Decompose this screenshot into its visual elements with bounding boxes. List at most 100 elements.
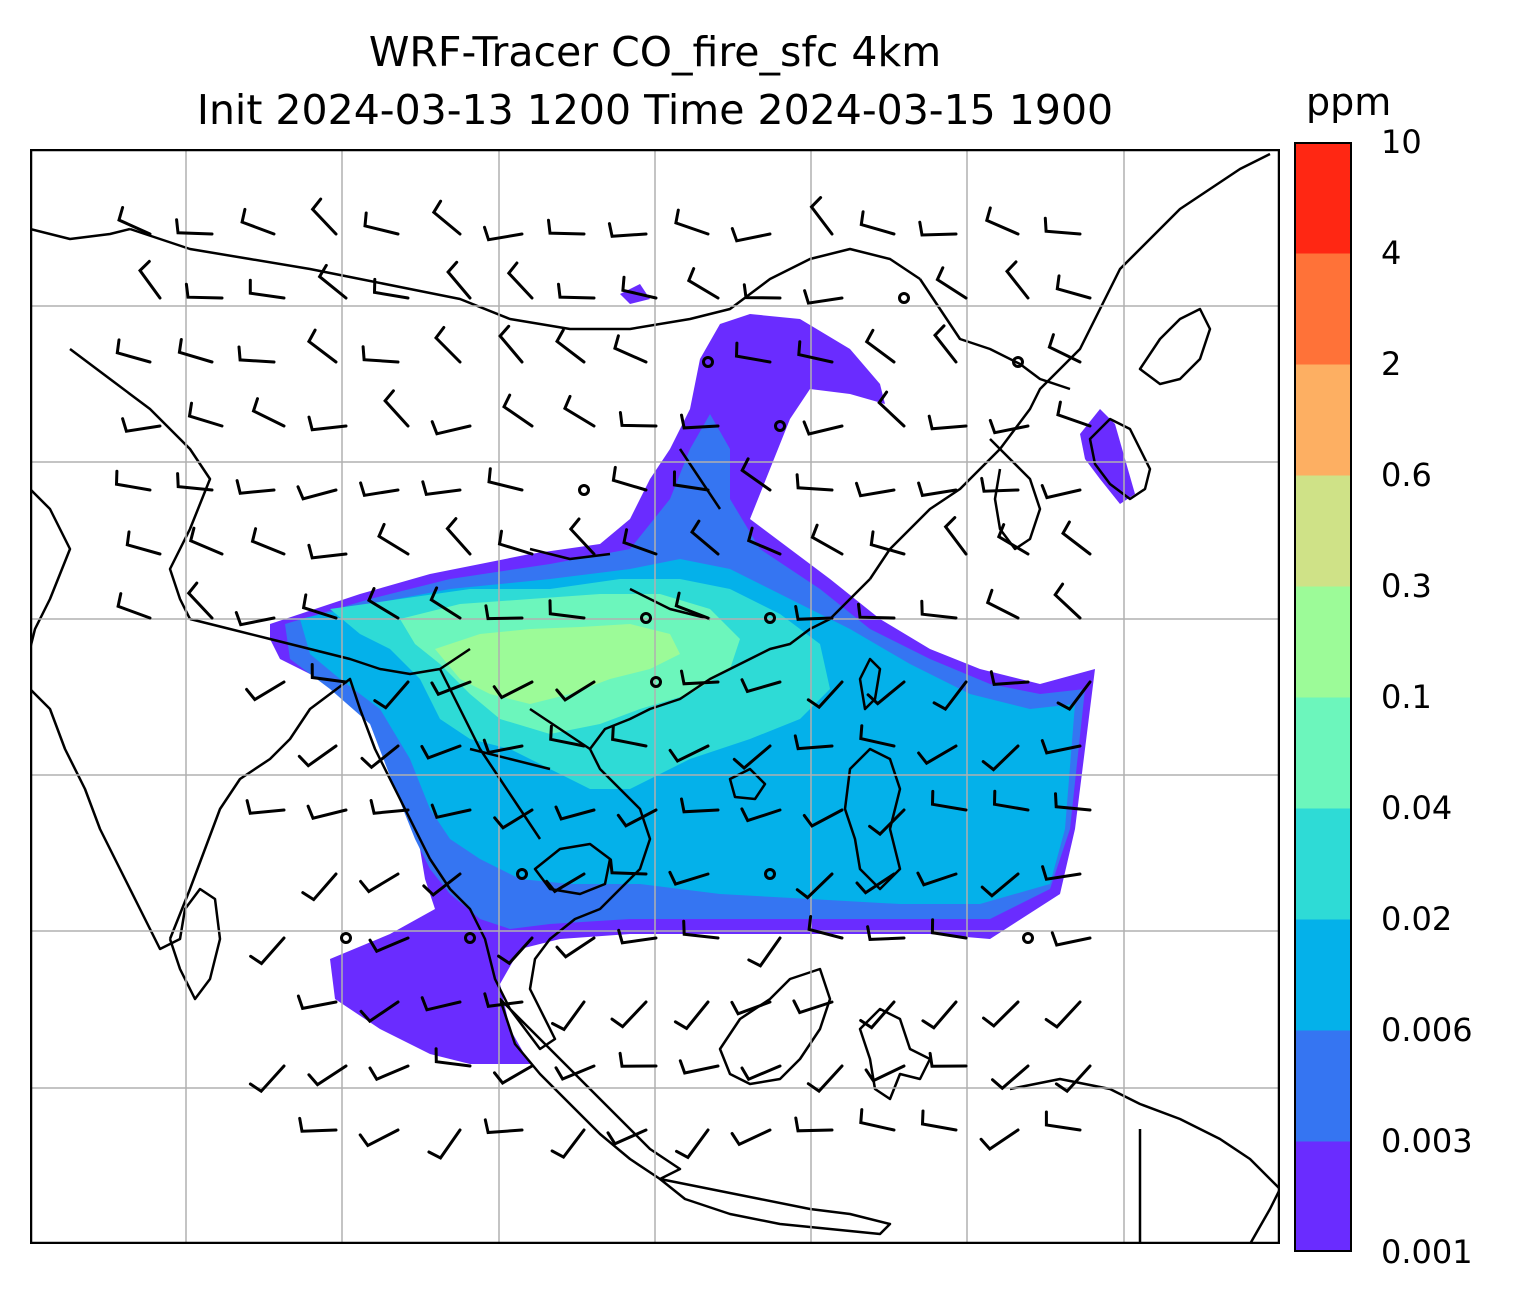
wind-barb (1043, 216, 1082, 236)
wind-barb (307, 1064, 348, 1087)
wind-barb (730, 1128, 772, 1147)
wind-barb (1005, 260, 1030, 300)
wind-barb (383, 389, 410, 428)
wind-barb (1054, 792, 1092, 812)
wind-barb (430, 680, 472, 697)
wind-barb (245, 680, 286, 702)
wind-barbs (114, 196, 1092, 1160)
colorbar-segment (1294, 364, 1352, 476)
wind-barb (187, 401, 224, 428)
wind-barb (674, 591, 710, 620)
wind-barb (668, 870, 710, 886)
coastline-japan (1088, 307, 1212, 501)
wind-barb (859, 1000, 896, 1030)
calm-wind-marker (1022, 932, 1034, 944)
wind-barb (306, 328, 338, 364)
wind-barb (548, 599, 586, 620)
wind-barb (547, 218, 586, 236)
wind-barb (807, 915, 844, 940)
coastline-korea (989, 438, 1042, 551)
wind-barb (869, 530, 906, 556)
colorbar-tick-label: 2 (1381, 345, 1402, 383)
wind-barb (502, 393, 534, 428)
wind-barb (114, 469, 152, 492)
wind-barb (617, 928, 658, 945)
wind-barb (240, 207, 276, 236)
wind-barb (678, 1059, 720, 1075)
wind-barb (930, 918, 968, 940)
wind-barb (795, 872, 834, 900)
wind-barb (555, 680, 596, 702)
wind-barb (297, 744, 338, 768)
wind-barb (734, 341, 772, 364)
wind-barb (803, 289, 844, 305)
border-himalaya (189, 617, 471, 676)
wind-barb (810, 523, 844, 556)
wind-barb (245, 799, 286, 815)
colorbar-segment (1294, 808, 1352, 920)
wind-barb (427, 1128, 462, 1160)
wind-barb (930, 789, 968, 812)
wind-barb (497, 936, 534, 966)
colorbar-tick-label: 0.003 (1381, 1122, 1473, 1160)
wind-barb (981, 744, 1020, 772)
wind-barb (1061, 520, 1092, 556)
wind-barb (980, 872, 1020, 898)
wind-barb (855, 481, 896, 498)
wind-barb (551, 1000, 586, 1032)
wind-barb (251, 397, 286, 428)
wind-barb (359, 872, 400, 894)
wind-barb (916, 871, 958, 887)
wind-barb (554, 805, 596, 821)
wind-barb (372, 277, 410, 300)
colorbar-segment (1294, 253, 1352, 365)
wind-barb (237, 345, 276, 364)
wind-barb (690, 519, 720, 556)
colorbar-segment (1294, 1141, 1352, 1252)
wind-barb (918, 220, 958, 237)
wind-barb (235, 479, 276, 495)
wind-barb (1055, 274, 1092, 300)
calm-wind-marker (464, 932, 476, 944)
wind-barb (557, 282, 596, 300)
wind-barb (550, 1128, 586, 1160)
wind-barb (421, 480, 462, 497)
wind-barb (301, 593, 338, 620)
wind-barb (1044, 1000, 1082, 1029)
wind-barb (674, 208, 710, 236)
wind-barb (982, 1000, 1020, 1028)
wind-barb (607, 222, 648, 238)
wind-barb (358, 1128, 400, 1148)
wind-barb (613, 334, 648, 364)
wind-barb (933, 324, 958, 364)
tracer-plume (270, 284, 1135, 1064)
wind-barb (622, 528, 658, 556)
wind-barb (802, 808, 844, 828)
wind-barb (985, 206, 1020, 236)
wind-barb (188, 526, 224, 556)
coastline-indochina (428, 578, 871, 1051)
wind-barb (610, 1000, 648, 1029)
colorbar-tick-label: 4 (1381, 234, 1402, 272)
wind-barb (1040, 484, 1082, 500)
wind-barb (420, 744, 462, 760)
wind-barb (668, 744, 710, 763)
wind-barb (866, 680, 906, 706)
calm-wind-marker (1012, 356, 1024, 368)
wind-barb (732, 744, 772, 770)
wind-barb (746, 526, 782, 556)
wind-barb (985, 588, 1020, 620)
wind-barb (855, 872, 896, 895)
wind-barb (809, 196, 834, 236)
wind-barb (125, 530, 162, 556)
colorbar-tick-label: 0.1 (1381, 678, 1432, 716)
colorbar-segment (1294, 919, 1352, 1031)
border-china-russia (918, 278, 1071, 391)
wind-barb (1041, 865, 1082, 881)
wind-barb (740, 457, 772, 492)
wind-barb (249, 936, 286, 966)
wind-barb (730, 227, 772, 243)
wind-barb (420, 996, 462, 1012)
wind-barb (1054, 1064, 1092, 1094)
calm-wind-marker (640, 612, 652, 624)
